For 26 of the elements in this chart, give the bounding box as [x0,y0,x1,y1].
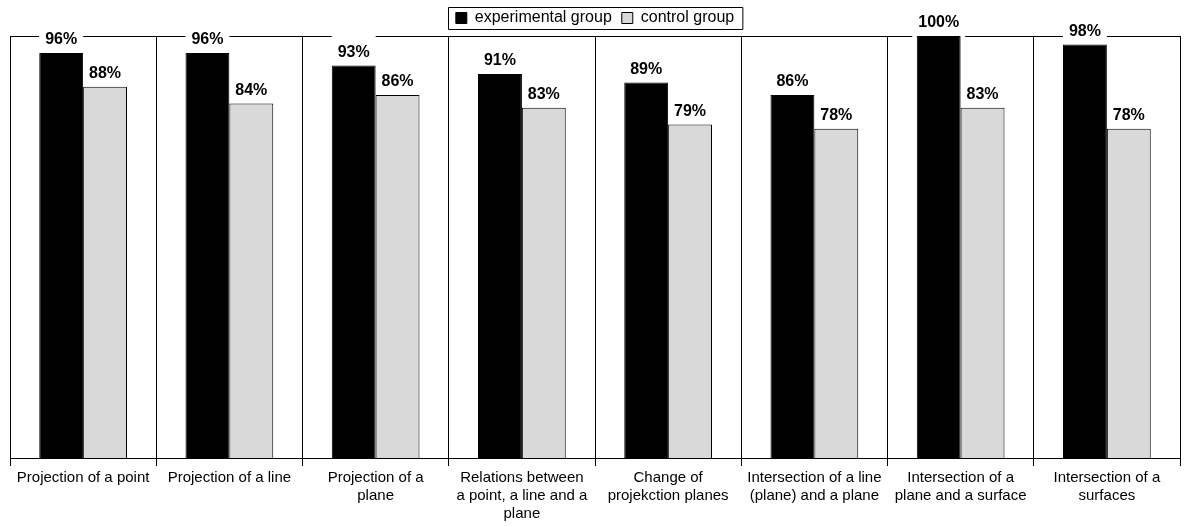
data-label: 86% [381,72,414,90]
x-tick-label: Intersection of a surfaces [1053,468,1161,504]
data-label: 79% [674,102,707,120]
legend-label: experimental group [474,8,612,26]
data-label: 78% [1112,106,1145,124]
x-tick-label: Projection of a point [16,468,151,486]
x-tick-label: Projection of a line [167,468,292,486]
x-tick-label: Intersection of a plane and a surface [894,468,1027,504]
data-label: 78% [820,106,853,124]
data-label: 88% [89,64,122,82]
data-label: 96% [191,30,224,48]
x-tick-label: Projection of a plane [327,468,425,504]
legend-label: control group [640,8,735,26]
data-label: 93% [337,42,370,60]
data-label: 91% [483,51,516,69]
x-tick-label: Change of projekction planes [607,468,729,504]
data-label: 96% [45,30,78,48]
data-label: 89% [630,59,663,77]
data-label: 83% [527,85,560,103]
data-label: 98% [1068,21,1101,39]
x-tick-label: Intersection of a line (plane) and a plane [747,468,882,504]
data-label: 100% [918,13,960,31]
data-label: 84% [235,80,268,98]
data-label: 83% [966,85,999,103]
data-label: 86% [776,72,809,90]
x-tick-label: Relations between a point, a line and a plane [456,468,588,522]
